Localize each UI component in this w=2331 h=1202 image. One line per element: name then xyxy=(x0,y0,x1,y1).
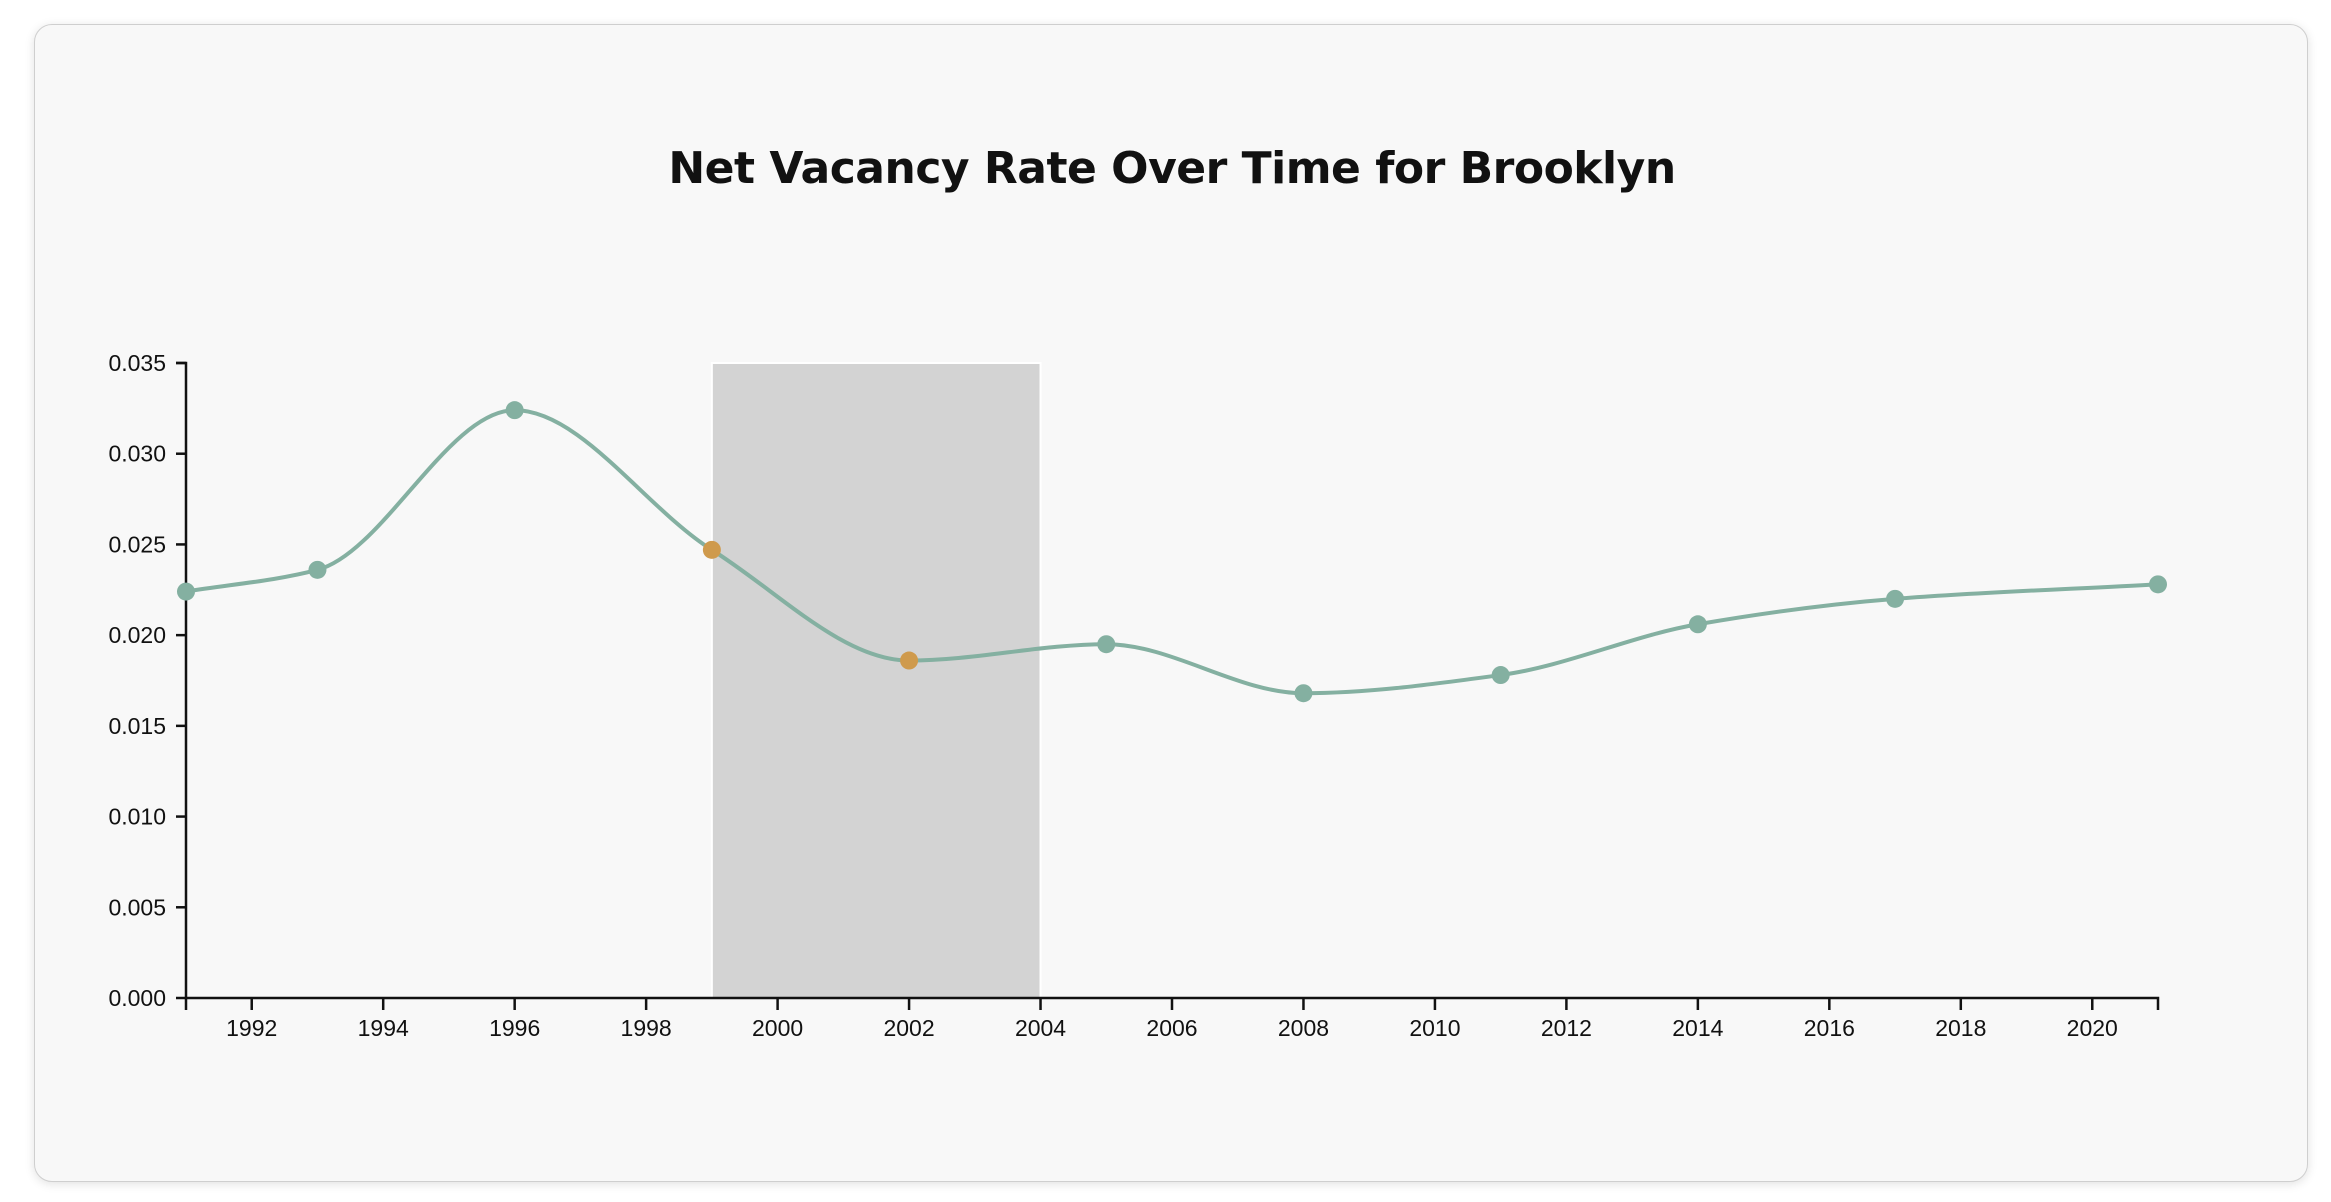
series-line xyxy=(185,408,2159,696)
highlighted-data-point xyxy=(702,540,721,559)
data-point xyxy=(1688,615,1707,634)
x-tick-label: 2010 xyxy=(1409,1015,1460,1041)
chart-card: Net Vacancy Rate Over Time for Brooklyn xyxy=(34,24,2308,1182)
data-point xyxy=(1491,666,1510,685)
x-tick-label: 1992 xyxy=(226,1015,277,1041)
data-point xyxy=(2149,575,2167,594)
x-tick-label: 2006 xyxy=(1146,1015,1197,1041)
chart-title: Net Vacancy Rate Over Time for Brooklyn xyxy=(668,143,1676,194)
x-tick-label: 1996 xyxy=(489,1015,540,1041)
data-point xyxy=(1097,635,1116,654)
x-tick-label: 2000 xyxy=(752,1015,803,1041)
y-tick-label: 0.015 xyxy=(108,713,166,739)
y-tick-label: 0.030 xyxy=(108,441,166,467)
x-tick-label: 2008 xyxy=(1278,1015,1329,1041)
x-tick-label: 2014 xyxy=(1672,1015,1723,1041)
data-point xyxy=(1294,684,1313,703)
highlighted-data-point xyxy=(900,651,919,670)
y-tick-label: 0.035 xyxy=(108,350,166,376)
x-tick-label: 1994 xyxy=(358,1015,409,1041)
axis-frame xyxy=(176,361,2160,1010)
x-tick-label: 2016 xyxy=(1804,1015,1855,1041)
data-point xyxy=(505,401,524,420)
y-tick-label: 0.000 xyxy=(108,985,166,1011)
data-point xyxy=(308,560,327,579)
data-point xyxy=(177,582,195,601)
x-tick-label: 2018 xyxy=(1935,1015,1986,1041)
x-tick-label: 2002 xyxy=(883,1015,934,1041)
y-tick-label: 0.020 xyxy=(108,622,166,648)
y-tick-label: 0.010 xyxy=(108,804,166,830)
x-tick-label: 2020 xyxy=(2067,1015,2118,1041)
data-point xyxy=(1886,589,1905,608)
x-tick-label: 2012 xyxy=(1541,1015,1592,1041)
y-tick-label: 0.025 xyxy=(108,531,166,557)
x-tick-label: 2004 xyxy=(1015,1015,1066,1041)
highlight-band xyxy=(710,362,1042,999)
y-tick-label: 0.005 xyxy=(108,894,166,920)
x-tick-label: 1998 xyxy=(621,1015,672,1041)
